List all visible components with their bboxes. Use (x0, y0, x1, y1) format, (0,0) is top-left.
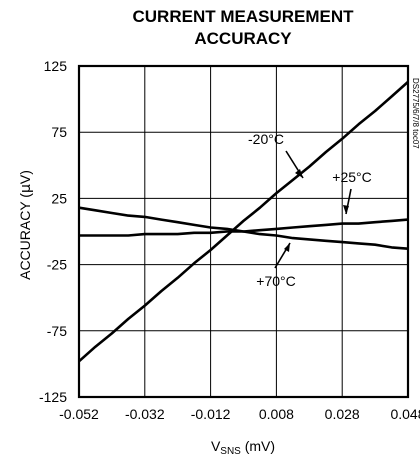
plot-frame (77, 64, 410, 399)
grid-lines (79, 66, 408, 397)
y-tick-label: 25 (51, 190, 67, 206)
x-axis-label-unit: (mV) (241, 438, 275, 454)
x-axis-label: VSNS (mV) (211, 438, 275, 457)
x-tick-label: 0.048 (390, 406, 420, 422)
annotation-plus70: +70°C (256, 273, 295, 289)
series-line-plus70 (78, 206, 409, 250)
x-tick-labels: -0.052 -0.032 -0.012 0.008 0.028 0.048 (59, 406, 420, 422)
y-tick-label: -75 (47, 323, 67, 339)
annotation-plus25: +25°C (332, 169, 371, 185)
arrowhead-plus25 (343, 205, 349, 214)
x-tick-label: 0.028 (325, 406, 360, 422)
x-tick-label: 0.008 (259, 406, 294, 422)
y-axis-label: ACCURACY (µV) (17, 170, 34, 280)
series-line-minus20 (78, 80, 409, 363)
y-tick-labels: -125 -75 -25 25 75 125 (39, 58, 67, 405)
y-axis-label-pre: ACCURACY ( (17, 193, 33, 280)
x-tick-label: -0.012 (191, 406, 231, 422)
y-tick-label: -25 (47, 257, 67, 273)
y-tick-label: 75 (51, 124, 67, 140)
x-tick-label: -0.052 (59, 406, 99, 422)
chart-title-line1: CURRENT MEASUREMENT (133, 7, 355, 26)
y-tick-label: 125 (44, 58, 68, 74)
annotation-minus20: -20°C (248, 131, 284, 147)
figure-code: DS2775/6/7/8 toc07 (411, 78, 420, 149)
series-lines (78, 80, 409, 363)
annotation-arrowheads (284, 169, 349, 252)
y-axis-label-post: V) (17, 170, 33, 184)
y-tick-label: -125 (39, 389, 67, 405)
arrowhead-minus20 (295, 169, 303, 178)
y-axis-label-mu: µ (18, 184, 34, 193)
x-tick-label: -0.032 (125, 406, 165, 422)
chart-title-line2: ACCURACY (194, 29, 292, 48)
x-axis-label-sub: SNS (220, 446, 241, 457)
x-axis-label-main: V (211, 438, 221, 454)
arrowhead-plus70 (284, 243, 290, 252)
